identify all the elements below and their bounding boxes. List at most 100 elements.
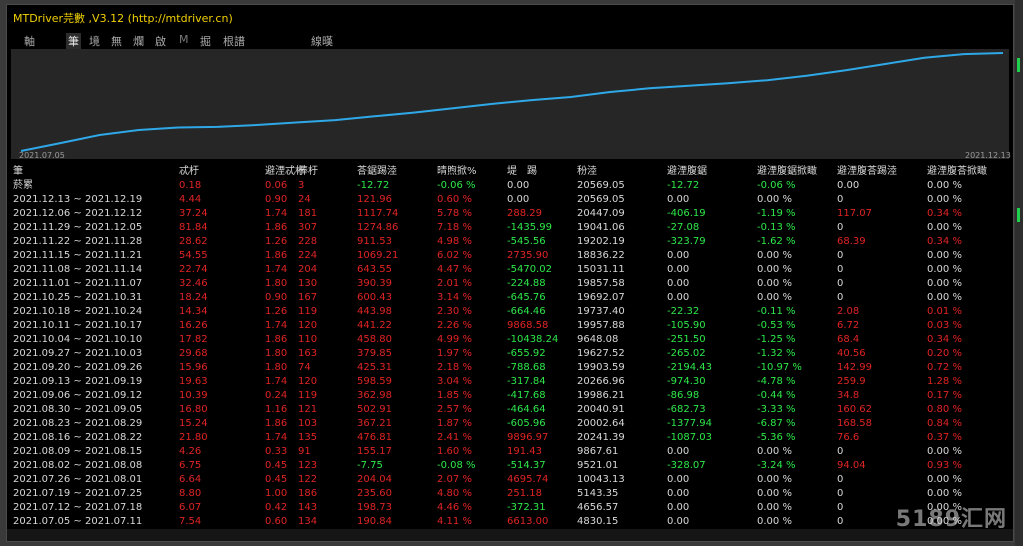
table-cell: 1.26	[265, 306, 288, 317]
table-cell: 2021.12.06 ~ 2021.12.12	[13, 208, 143, 219]
table-cell: 4.46 %	[437, 502, 472, 513]
table-cell: 0.34 %	[927, 236, 962, 247]
table-row[interactable]: 2021.07.05 ~ 2021.07.11 7.54 0.60 134 190.84…	[11, 515, 1011, 529]
table-cell: 4830.15	[577, 516, 619, 527]
table-row[interactable]: 2021.11.29 ~ 2021.12.05 81.84 1.86 307 1274.…	[11, 221, 1011, 235]
table-cell: 0.00 %	[757, 250, 792, 261]
table-row[interactable]: 2021.08.16 ~ 2021.08.22 21.80 1.74 135 476.8…	[11, 431, 1011, 445]
table-row[interactable]: 2021.08.23 ~ 2021.08.29 15.24 1.86 103 367.2…	[11, 417, 1011, 431]
table-cell: 204.04	[357, 474, 392, 485]
table-row[interactable]: 2021.07.12 ~ 2021.07.18 6.07 0.42 143 198.73…	[11, 501, 1011, 515]
column-header: 棒杅	[298, 166, 318, 177]
tab-6[interactable]: M	[179, 33, 189, 46]
table-cell: 2021.10.11 ~ 2021.10.17	[13, 320, 143, 331]
table-cell: 502.91	[357, 404, 392, 415]
table-cell: 2735.90	[507, 250, 549, 261]
table-cell: 20266.96	[577, 376, 625, 387]
table-row[interactable]: 2021.09.27 ~ 2021.10.03 29.68 1.80 163 379.8…	[11, 347, 1011, 361]
table-cell: 0.00	[667, 250, 690, 261]
table-cell: -1.62 %	[757, 236, 796, 247]
table-row[interactable]: 2021.07.26 ~ 2021.08.01 6.64 0.45 122 204.04…	[11, 473, 1011, 487]
table-row[interactable]: 2021.10.25 ~ 2021.10.31 18.24 0.90 167 600.4…	[11, 291, 1011, 305]
table-cell: 4.26	[179, 446, 202, 457]
table-row[interactable]: 2021.10.04 ~ 2021.10.10 17.82 1.86 110 458.8…	[11, 333, 1011, 347]
tab-8[interactable]: 根譜	[223, 35, 245, 48]
table-cell: 1.80	[265, 362, 288, 373]
table-row[interactable]: 2021.11.15 ~ 2021.11.21 54.55 1.86 224 1069.…	[11, 249, 1011, 263]
table-cell: -0.44 %	[757, 390, 796, 401]
table-cell: 1117.74	[357, 208, 399, 219]
tab-0[interactable]: 軸	[24, 35, 35, 48]
table-row[interactable]: 2021.11.01 ~ 2021.11.07 32.46 1.80 130 390.3…	[11, 277, 1011, 291]
tab-5[interactable]: 啟	[155, 35, 166, 48]
tab-3[interactable]: 無	[111, 35, 122, 48]
table-cell: -1.19 %	[757, 208, 796, 219]
table-cell: 117.07	[837, 208, 872, 219]
table-cell: 0.00	[837, 180, 860, 191]
table-row[interactable]: 2021.08.02 ~ 2021.08.08 6.75 0.45 123 -7.75 -…	[11, 459, 1011, 473]
table-cell: 2021.10.18 ~ 2021.10.24	[13, 306, 143, 317]
table-row[interactable]: 2021.08.30 ~ 2021.09.05 16.80 1.16 121 502.9…	[11, 403, 1011, 417]
table-cell: 6.75	[179, 460, 202, 471]
table-cell: 2021.08.30 ~ 2021.09.05	[13, 404, 143, 415]
table-row[interactable]: 2021.10.18 ~ 2021.10.24 14.34 1.26 119 443.9…	[11, 305, 1011, 319]
table-row[interactable]: 2021.08.09 ~ 2021.08.15 4.26 0.33 91 155.17 1…	[11, 445, 1011, 459]
table-cell: 0.72 %	[927, 362, 962, 373]
right-edge-panel	[1015, 0, 1023, 546]
table-cell: -86.98	[667, 390, 700, 401]
table-cell: 0	[837, 222, 844, 233]
table-cell: -0.53 %	[757, 320, 796, 331]
table-row[interactable]: 2021.12.13 ~ 2021.12.19 4.44 0.90 24 121.96 0…	[11, 193, 1011, 207]
table-cell: 19202.19	[577, 236, 625, 247]
summary-row[interactable]: 菸累 0.18 0.06 3 -12.72 -0.06 % 0.00 20569.05 -12.…	[11, 179, 1011, 193]
table-row[interactable]: 2021.10.11 ~ 2021.10.17 16.26 1.74 120 441.2…	[11, 319, 1011, 333]
table-cell: 0.34 %	[927, 208, 962, 219]
table-cell: -974.30	[667, 376, 706, 387]
table-cell: 2021.07.12 ~ 2021.07.18	[13, 502, 143, 513]
table-cell: -1435.99	[507, 222, 552, 233]
table-row[interactable]: 2021.09.20 ~ 2021.09.26 15.96 1.80 74 425.31…	[11, 361, 1011, 375]
table-row[interactable]: 2021.09.13 ~ 2021.09.19 19.63 1.74 120 598.5…	[11, 375, 1011, 389]
table-cell: -0.06 %	[437, 180, 476, 191]
table-cell: 0.18	[179, 180, 202, 191]
tab-9[interactable]: 線暵	[311, 35, 333, 48]
table-cell: 0.00	[667, 474, 690, 485]
table-cell: 7.18 %	[437, 222, 472, 233]
table-cell: -105.90	[667, 320, 706, 331]
tab-2[interactable]: 境	[89, 35, 100, 48]
table-cell: -5.36 %	[757, 432, 796, 443]
table-cell: 4.99 %	[437, 334, 472, 345]
table-cell: -1.32 %	[757, 348, 796, 359]
table-cell: 119	[298, 306, 318, 317]
table-cell: 123	[298, 460, 318, 471]
table-cell: 191.43	[507, 446, 542, 457]
table-cell: 20002.64	[577, 418, 625, 429]
tab-1[interactable]: 筆	[66, 33, 81, 49]
table-cell: -12.72	[357, 180, 390, 191]
table-row[interactable]: 2021.11.08 ~ 2021.11.14 22.74 1.74 204 643.5…	[11, 263, 1011, 277]
table-row[interactable]: 2021.09.06 ~ 2021.09.12 10.39 0.24 119 362.9…	[11, 389, 1011, 403]
table-cell: 2021.09.27 ~ 2021.10.03	[13, 348, 143, 359]
table-cell: 0.60	[265, 516, 288, 527]
tab-7[interactable]: 掘	[200, 35, 211, 48]
table-cell: 6613.00	[507, 516, 549, 527]
table-row[interactable]: 2021.11.22 ~ 2021.11.28 28.62 1.26 228 911.5…	[11, 235, 1011, 249]
table-cell: 0.00 %	[927, 516, 962, 527]
tab-4[interactable]: 爛	[133, 35, 144, 48]
table-cell: 390.39	[357, 278, 392, 289]
table-cell: 121	[298, 404, 318, 415]
table-row[interactable]: 2021.07.19 ~ 2021.07.25 8.80 1.00 186 235.60…	[11, 487, 1011, 501]
tab-bar: 軸 筆 境 無 爛 啟 M 掘 根譜 線暵	[7, 31, 1013, 49]
table-cell: -464.64	[507, 404, 546, 415]
title-bar: MTDriver芫數 ,V3.12 (http://mtdriver.cn)	[7, 5, 1013, 29]
table-cell: 2021.11.01 ~ 2021.11.07	[13, 278, 143, 289]
table-cell: 10043.13	[577, 474, 625, 485]
table-cell: 37.24	[179, 208, 208, 219]
table-row[interactable]: 2021.12.06 ~ 2021.12.12 37.24 1.74 181 1117.…	[11, 207, 1011, 221]
table-cell: 228	[298, 236, 318, 247]
table-cell: 19627.52	[577, 348, 625, 359]
column-header: 秎淕	[577, 166, 597, 177]
table-cell: 0.06	[265, 180, 288, 191]
column-header: 荅鋸踢淕	[357, 166, 397, 177]
table-cell: 362.98	[357, 390, 392, 401]
